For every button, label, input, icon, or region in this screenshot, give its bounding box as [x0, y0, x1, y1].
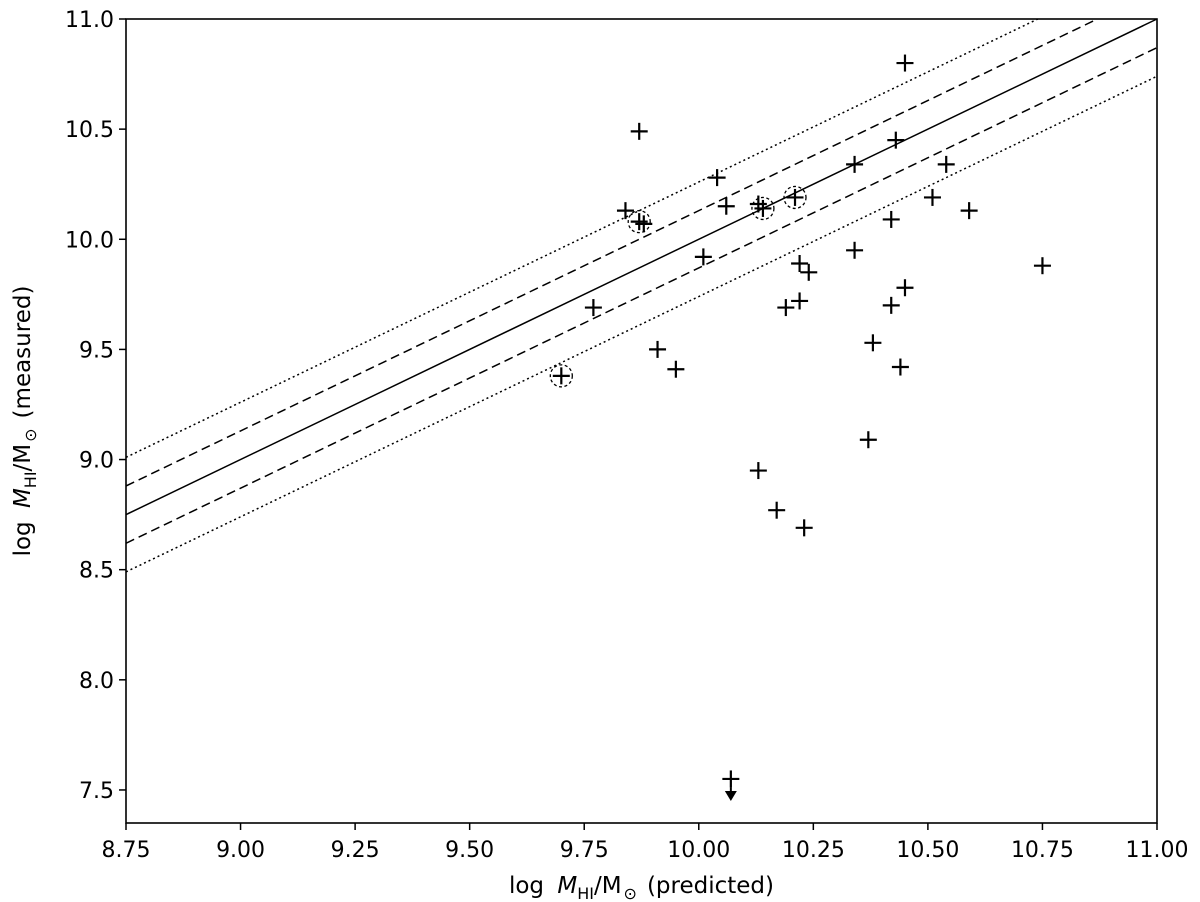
data-point-11: [722, 770, 740, 801]
y-tick-label-4: 9.5: [79, 338, 114, 363]
y-tick-label-3: 9.0: [79, 449, 114, 474]
data-point-0-ring: [549, 364, 573, 388]
reference-line-dashed-1: [125, 18, 1098, 487]
data-point-25: [864, 334, 882, 352]
y-tick-label-5: 10.0: [65, 228, 114, 253]
x-tick-label-3: 9.50: [445, 838, 494, 863]
data-point-7: [667, 360, 685, 378]
x-tick-label-1: 9.00: [216, 838, 265, 863]
data-point-4: [635, 215, 653, 233]
reference-line-dotted-4: [125, 75, 1158, 573]
x-tick-label-5: 10.00: [667, 838, 730, 863]
y-tick-label-1: 8.0: [79, 669, 114, 694]
data-point-21: [800, 263, 818, 281]
y-tick-label-6: 10.5: [65, 118, 114, 143]
data-point-2: [616, 202, 634, 220]
data-point-17-ring: [783, 185, 807, 210]
reference-lines: [125, 18, 1158, 573]
data-point-32: [923, 188, 941, 206]
data-point-29: [891, 358, 909, 376]
y-tick-label-0: 7.5: [79, 779, 114, 804]
data-point-0: [549, 364, 573, 388]
data-point-3-ring: [627, 210, 651, 234]
y-axis-label: log MHI/M⊙(measured): [10, 286, 40, 557]
x-tick-label-2: 9.25: [331, 838, 380, 863]
data-point-17: [783, 185, 807, 210]
data-point-10: [717, 197, 735, 215]
data-point-5: [630, 122, 648, 140]
y-tick-label-2: 8.5: [79, 559, 114, 584]
data-point-24: [859, 431, 877, 449]
y-tick-label-7: 11.0: [65, 8, 114, 33]
data-point-23: [846, 241, 864, 259]
data-point-1: [584, 299, 602, 317]
x-tick-label-0: 8.75: [102, 838, 151, 863]
data-point-27: [882, 296, 900, 314]
plot-frame: [125, 18, 1158, 824]
data-point-20: [795, 519, 813, 537]
data-point-9: [708, 169, 726, 187]
data-point-31: [896, 279, 914, 297]
data-point-14: [749, 462, 767, 480]
reference-line-dashed-2: [125, 46, 1158, 544]
data-point-11-limit-arrow: [724, 790, 737, 801]
data-point-18: [791, 255, 809, 273]
data-point-30: [896, 54, 914, 72]
reference-line-dotted-3: [125, 18, 1039, 459]
data-point-6: [649, 340, 667, 358]
data-point-15: [768, 501, 786, 519]
data-point-13-ring: [751, 196, 775, 221]
data-point-28: [887, 131, 905, 149]
x-tick-label-8: 10.75: [1011, 838, 1074, 863]
data-point-26: [882, 210, 900, 228]
x-tick-label-9: 11.00: [1126, 838, 1189, 863]
data-point-13: [751, 196, 775, 221]
reference-line-solid-0: [125, 18, 1158, 516]
x-axis-label: log MHI/M ⊙ (predicted): [509, 873, 774, 902]
data-point-19: [791, 292, 809, 310]
x-tick-label-7: 10.50: [896, 838, 959, 863]
data-point-16: [777, 299, 795, 317]
x-tick-label-6: 10.25: [782, 838, 845, 863]
x-axis-ticks: 8.75 9.00 9.25 9.50 9.75 10.00 10.25 10.50 10.75…: [102, 823, 1189, 863]
y-axis-ticks: 7.5 8.0 8.5 9.0 9.5 10.0 10.5 11.0: [65, 8, 126, 804]
data-point-35: [1033, 257, 1051, 275]
data-point-22: [846, 155, 864, 173]
data-point-33: [937, 155, 955, 173]
data-markers: [549, 54, 1051, 801]
data-point-34: [960, 202, 978, 220]
x-tick-label-4: 9.75: [560, 838, 609, 863]
data-point-8: [694, 248, 712, 266]
